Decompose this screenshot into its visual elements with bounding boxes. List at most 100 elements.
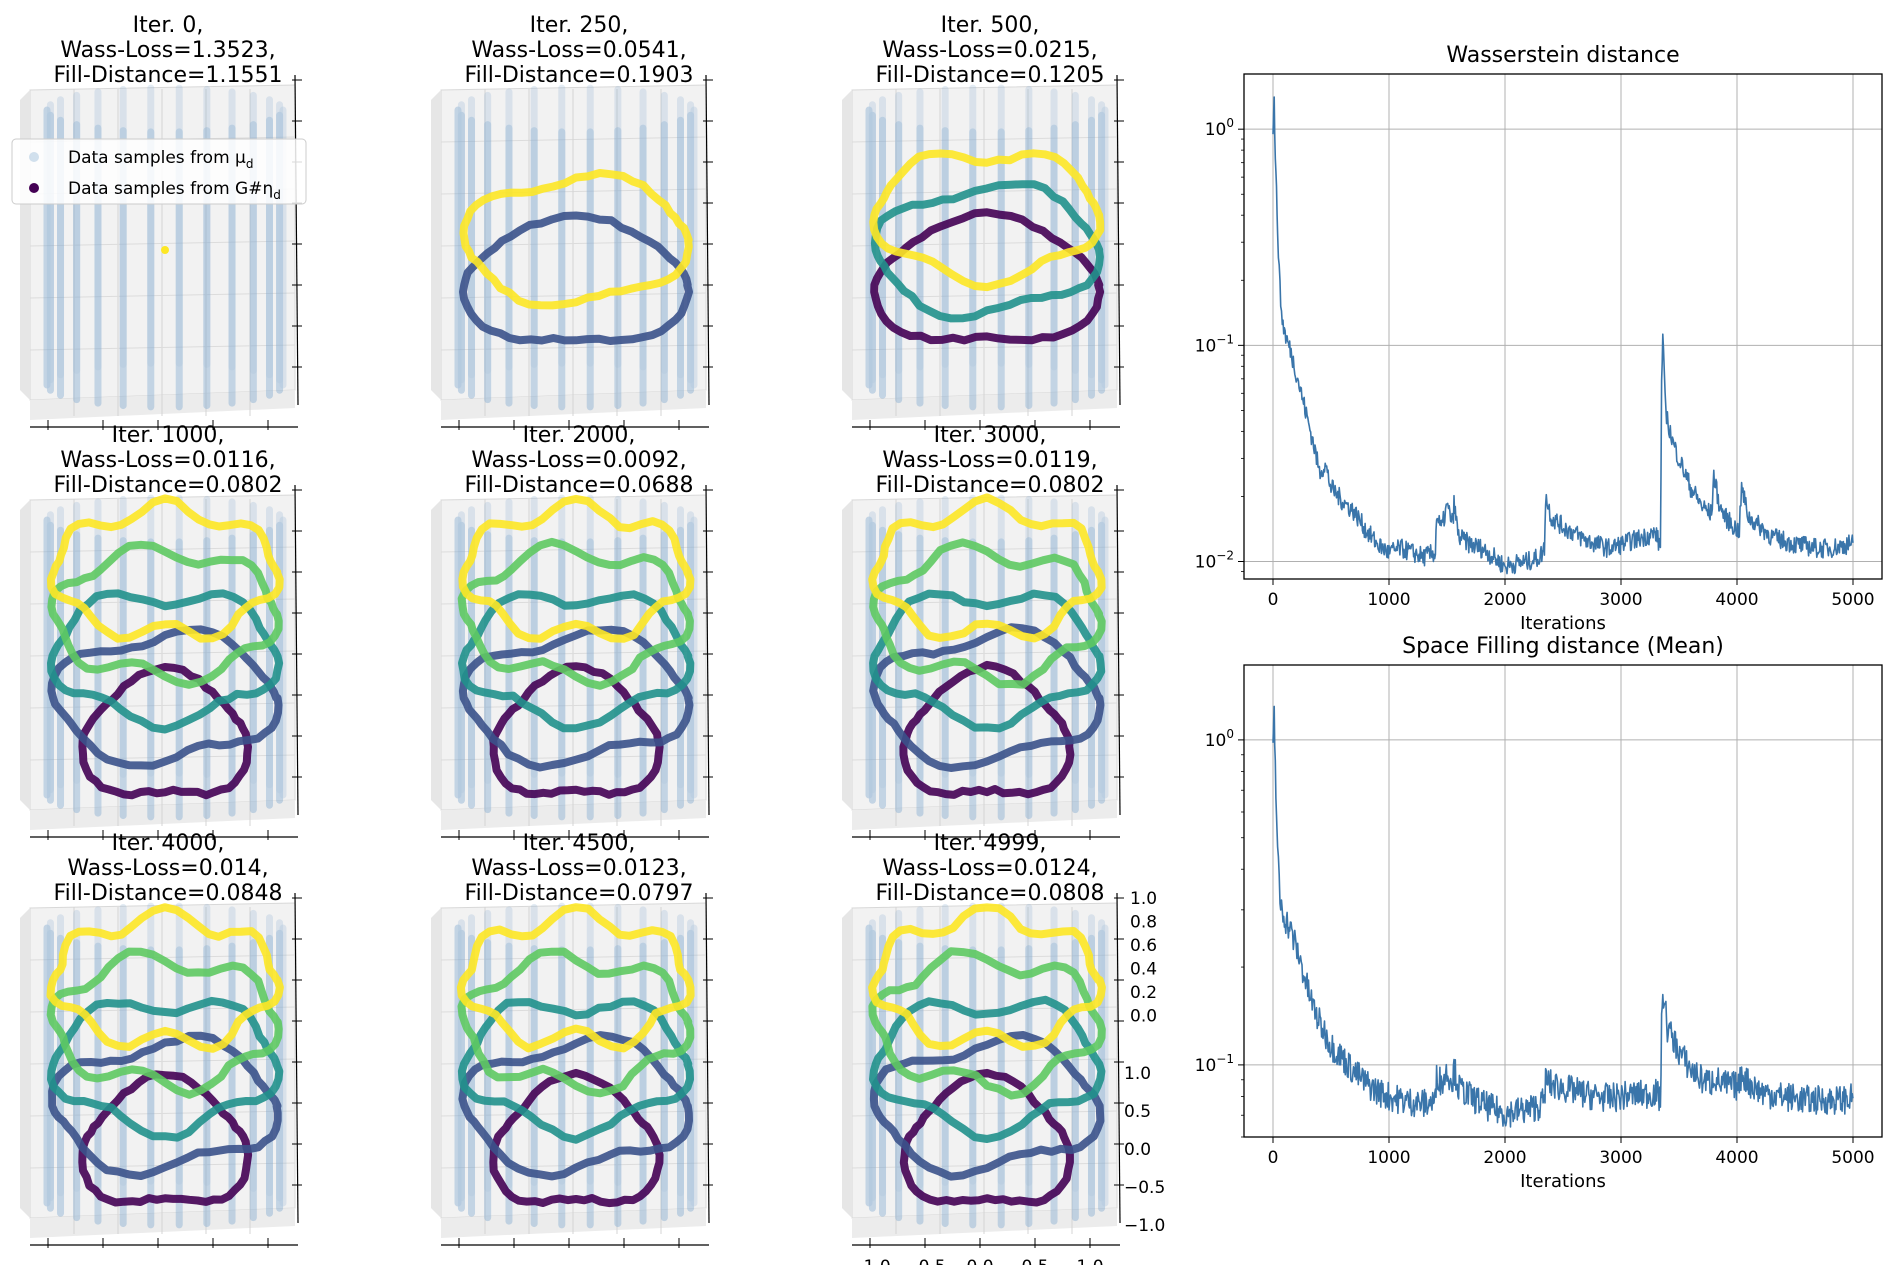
- generated-point: [161, 246, 169, 254]
- y-tick-label: 10−1: [1195, 1052, 1234, 1076]
- pane-gridline: [440, 292, 707, 299]
- z-axis: [1116, 484, 1121, 816]
- panel-title-line: Fill-Distance=0.1903: [465, 63, 694, 88]
- data-samples: [865, 902, 1109, 1229]
- generated-ring: [46, 903, 284, 1053]
- generated-ring: [459, 169, 693, 310]
- y-tick-exp: −1: [1216, 332, 1234, 346]
- axis3d-labels: −1.0 −0.5 0.0 0.5 1.0 1.0 0.5 0.0 −0.5 −1.0 1.0 0.8…: [849, 889, 1165, 1265]
- legend-label-main: Data samples from μ: [68, 148, 246, 168]
- y-tick-label: 1.0: [1124, 1064, 1151, 1084]
- panel-title-line: Iter. 4000,: [112, 831, 225, 856]
- z-axis: [705, 892, 710, 1224]
- y-tick-label: 0.0: [1124, 1140, 1151, 1160]
- generated-ring: [870, 208, 1105, 345]
- panel-title-line: Wass-Loss=0.014,: [67, 856, 268, 881]
- pane-gridline: [29, 1110, 296, 1117]
- legend-label-sub: d: [246, 157, 254, 171]
- generated-ring: [459, 211, 693, 345]
- panel-4: Iter. 2000,Wass-Loss=0.0092,Fill-Distanc…: [431, 423, 713, 840]
- pane-side: [20, 500, 30, 810]
- y-tick-exp: 0: [1226, 727, 1234, 741]
- panel-title-line: Wass-Loss=0.0123,: [471, 856, 686, 881]
- z-axis: [294, 892, 299, 1224]
- z-axis: [705, 74, 710, 406]
- y-tick-label: −0.5: [1124, 1178, 1165, 1198]
- pane-side: [842, 500, 852, 810]
- panel-title-line: Wass-Loss=0.0124,: [882, 856, 1097, 881]
- pane-gridline: [29, 344, 296, 351]
- z-tick-label: 0.6: [1130, 936, 1157, 956]
- z-axis: [1116, 892, 1121, 1224]
- pane-gridline: [851, 240, 1118, 247]
- x-tick-label: −0.5: [904, 1257, 945, 1265]
- generated-ring: [458, 494, 695, 643]
- generated-ring: [457, 997, 694, 1144]
- pane-gridline: [440, 344, 707, 351]
- plot-frame: [1243, 664, 1883, 1138]
- panel-title-line: Iter. 1000,: [112, 423, 225, 448]
- panel-title-line: Wass-Loss=0.0092,: [471, 448, 686, 473]
- generated-samples: [868, 493, 1106, 799]
- panel-2: Iter. 500,Wass-Loss=0.0215,Fill-Distance…: [842, 13, 1124, 430]
- generated-samples: [456, 903, 695, 1208]
- x-tick-label: 5000: [1831, 590, 1874, 610]
- legend-label-sub: d: [273, 188, 281, 202]
- y-tick-label: 10−1: [1195, 332, 1234, 356]
- panel-title-line: Fill-Distance=0.0797: [465, 881, 694, 906]
- z-axis: [294, 484, 299, 816]
- panel-title-line: Iter. 3000,: [934, 423, 1047, 448]
- panel-title-line: Iter. 250,: [530, 13, 629, 38]
- z-tick-label: 0.2: [1130, 983, 1157, 1003]
- generated-ring: [47, 589, 284, 734]
- legend-marker-data: [29, 152, 39, 162]
- pane-gridline: [851, 1110, 1118, 1117]
- panel-title-line: Wass-Loss=1.3523,: [60, 38, 275, 63]
- z-axis: [1116, 74, 1121, 406]
- panel-title-line: Fill-Distance=1.1551: [54, 63, 283, 88]
- pane-side: [431, 90, 441, 400]
- x-tick-label: 0.5: [1021, 1257, 1048, 1265]
- generated-samples: [869, 149, 1105, 345]
- x-tick-label: −1.0: [849, 1257, 890, 1265]
- y-tick-label: 0.5: [1124, 1102, 1151, 1122]
- x-tick-label: 2000: [1483, 1148, 1526, 1168]
- chart-title: Wasserstein distance: [1446, 43, 1679, 68]
- panel-title-line: Fill-Distance=0.0802: [54, 473, 283, 498]
- y-tick-label: 100: [1205, 116, 1234, 140]
- y-tick-label: 10−2: [1195, 549, 1234, 573]
- x-axis-label: Iterations: [1520, 613, 1606, 634]
- panel-3: Iter. 1000,Wass-Loss=0.0116,Fill-Distanc…: [20, 423, 302, 840]
- scatter-panels: Iter. 0,Wass-Loss=1.3523,Fill-Distance=1…: [20, 13, 1165, 1265]
- generated-ring: [46, 494, 284, 643]
- pane-side: [20, 90, 30, 400]
- panel-title-line: Iter. 500,: [941, 13, 1040, 38]
- panel-6: Iter. 4000,Wass-Loss=0.014,Fill-Distance…: [20, 831, 302, 1248]
- y-tick-base: 10: [1205, 731, 1227, 751]
- generated-ring: [47, 996, 284, 1142]
- panel-title-line: Fill-Distance=0.0802: [876, 473, 1105, 498]
- pane-side: [431, 908, 441, 1218]
- chart-title: Space Filling distance (Mean): [1402, 634, 1724, 659]
- generated-ring: [869, 589, 1106, 733]
- generated-ring: [868, 903, 1106, 1051]
- generated-samples: [161, 246, 169, 254]
- generated-ring: [868, 947, 1106, 1100]
- x-tick-label: 1.0: [1076, 1257, 1103, 1265]
- z-tick-label: 0.8: [1130, 913, 1157, 933]
- generated-samples: [46, 494, 284, 800]
- pane-gridline: [29, 702, 296, 709]
- pane-gridline: [440, 1110, 707, 1117]
- line-chart-1: Space Filling distance (Mean)0 1000 2000 30…: [1195, 634, 1883, 1192]
- pane-gridline: [851, 702, 1118, 709]
- y-tick-base: 10: [1195, 553, 1217, 573]
- pane-side: [20, 908, 30, 1218]
- x-tick-label: 5000: [1831, 1148, 1874, 1168]
- data-samples: [43, 494, 287, 821]
- y-tick-label: 100: [1205, 727, 1234, 751]
- y-tick-exp: −1: [1216, 1052, 1234, 1066]
- generated-ring: [869, 995, 1106, 1143]
